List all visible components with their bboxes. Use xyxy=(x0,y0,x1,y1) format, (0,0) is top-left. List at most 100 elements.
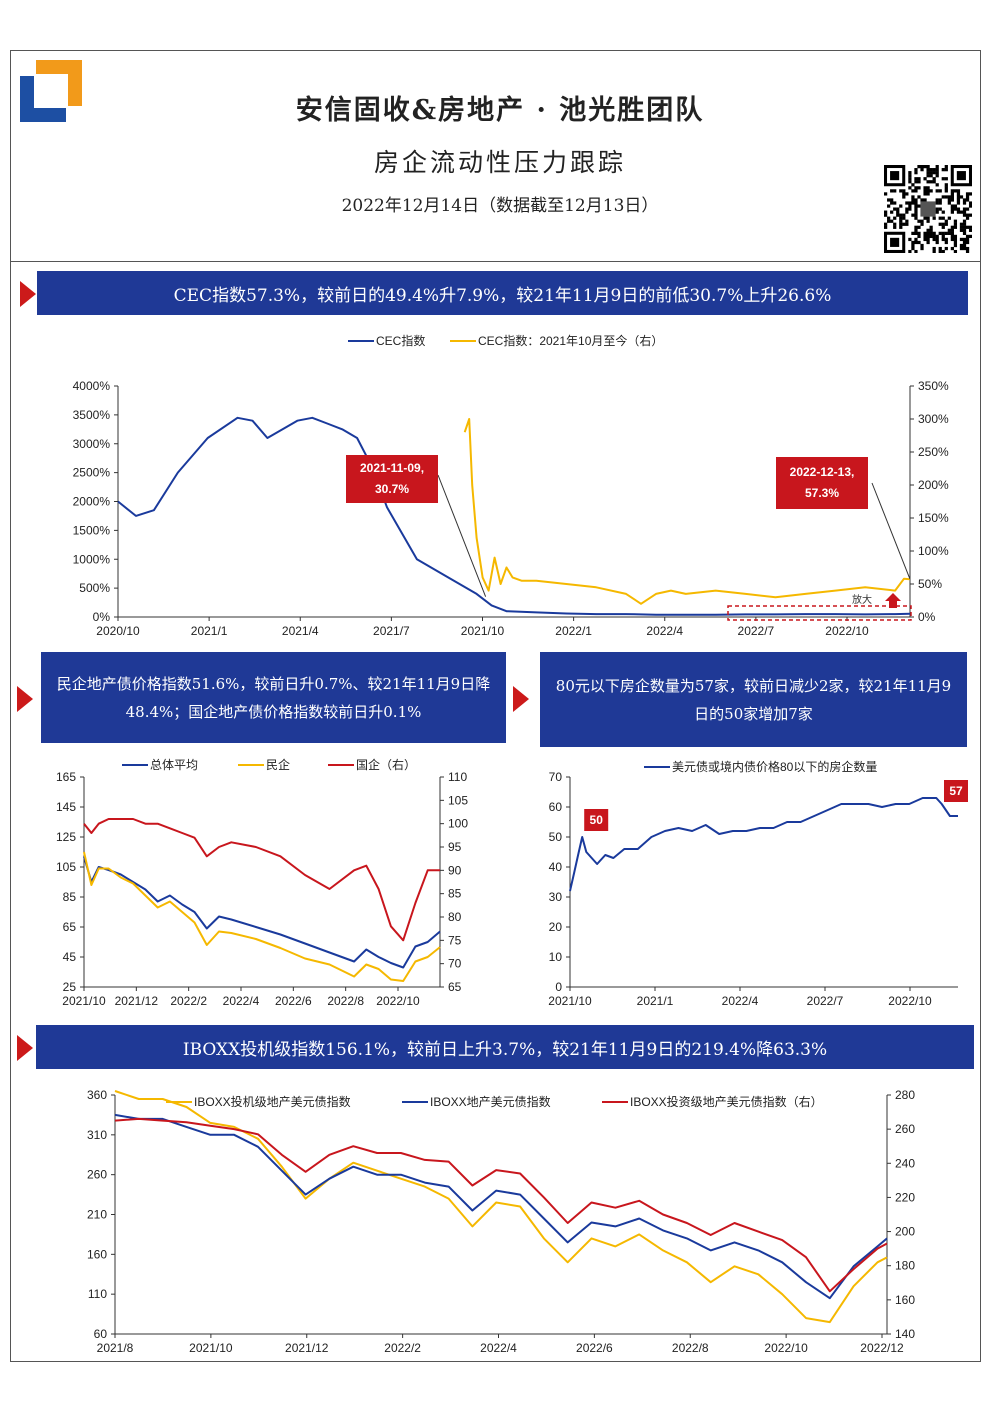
qr-module xyxy=(965,237,970,242)
value-callout-label: 50 xyxy=(590,813,604,827)
qr-module xyxy=(965,192,970,196)
qr-module xyxy=(899,219,903,223)
qr-module xyxy=(914,210,918,214)
left-tick-label: 110 xyxy=(88,1287,107,1301)
qr-module xyxy=(953,204,958,208)
qr-module xyxy=(914,201,918,205)
qr-module xyxy=(896,210,900,214)
qr-module xyxy=(944,195,948,199)
qr-module xyxy=(932,171,936,175)
left-tick-label: 1000% xyxy=(73,552,111,566)
qr-module xyxy=(884,213,888,217)
qr-module xyxy=(926,216,930,220)
qr-module xyxy=(950,231,954,235)
right-tick-label: 220 xyxy=(895,1190,915,1204)
left-tick-label: 105 xyxy=(56,860,76,874)
left-tick-label: 65 xyxy=(63,920,77,934)
zoom-arrow-icon xyxy=(885,593,901,608)
qr-module xyxy=(962,246,967,251)
qr-module xyxy=(947,198,951,202)
qr-module xyxy=(962,240,967,245)
series-line-3 xyxy=(114,1117,888,1293)
qr-module xyxy=(935,183,939,187)
qr-module xyxy=(932,234,936,239)
qr-module xyxy=(935,201,939,205)
qr-module xyxy=(935,237,939,242)
qr-module xyxy=(965,225,970,229)
qr-module xyxy=(953,225,958,229)
x-tick-label: 2022/8 xyxy=(672,1341,709,1355)
x-tick-label: 2021/10 xyxy=(62,994,106,1008)
qr-module xyxy=(899,216,903,220)
qr-module xyxy=(962,225,967,229)
qr-module xyxy=(965,198,970,202)
report-frame xyxy=(10,50,981,1362)
left-tick-label: 3000% xyxy=(73,437,111,451)
right-tick-label: 200% xyxy=(918,478,949,492)
qr-module xyxy=(914,228,918,232)
qr-module xyxy=(950,210,954,214)
qr-module xyxy=(953,249,958,253)
qr-module xyxy=(932,168,936,172)
left-tick-label: 360 xyxy=(87,1088,107,1102)
qr-module xyxy=(968,201,972,205)
x-tick-label: 2021/10 xyxy=(189,1341,233,1355)
qr-module xyxy=(887,204,891,208)
qr-module xyxy=(908,237,912,242)
x-tick-label: 2021/4 xyxy=(282,624,319,638)
qr-module xyxy=(926,171,930,175)
qr-module xyxy=(923,186,927,190)
qr-module xyxy=(920,168,924,172)
qr-module xyxy=(920,243,924,248)
qr-module xyxy=(908,177,912,181)
qr-module xyxy=(908,171,912,175)
qr-module xyxy=(950,195,954,199)
zoom-label: 放大 xyxy=(852,593,872,606)
company-count-chart: 0 10 20 30 40 50 60 70 2021/10 2021/1 2022/4 2022/7… xyxy=(548,759,968,1008)
qr-module xyxy=(938,222,942,226)
left-tick-label: 1500% xyxy=(73,523,111,537)
qr-module xyxy=(941,177,945,181)
qr-module xyxy=(944,186,948,190)
legend-label: 美元债或境内债价格80以下的房企数量 xyxy=(672,759,877,774)
right-tick-label: 90 xyxy=(448,863,462,877)
qr-module xyxy=(917,219,921,223)
qr-module xyxy=(911,189,915,193)
left-tick-label: 60 xyxy=(94,1327,108,1341)
x-tick-label: 2022/8 xyxy=(327,994,364,1008)
qr-module xyxy=(938,189,942,193)
company-count-summary-banner: 80元以下房企数量为57家，较前日减少2家，较21年11月9日的50家增加7家 xyxy=(540,652,967,747)
qr-module xyxy=(938,216,942,220)
qr-module xyxy=(962,198,967,202)
cec-index-chart: 0% 500% 1000% 1500% 2000% 2500% 3000% 3500% 4000… xyxy=(73,333,949,638)
left-tick-label: 10 xyxy=(549,950,563,964)
qr-module xyxy=(932,246,936,251)
right-tick-label: 0% xyxy=(918,610,936,624)
qr-module xyxy=(941,168,945,172)
qr-module xyxy=(914,180,918,184)
qr-module xyxy=(938,201,942,205)
left-tick-label: 0 xyxy=(555,980,562,994)
qr-module xyxy=(914,225,918,229)
qr-module xyxy=(902,195,906,199)
legend-label: CEC指数：2021年10月至今（右） xyxy=(478,333,663,348)
qr-module xyxy=(938,207,942,211)
qr-module xyxy=(914,249,918,253)
right-tick-label: 350% xyxy=(918,379,949,393)
callout-pointer-line xyxy=(871,482,911,580)
x-tick-label: 2022/4 xyxy=(646,624,683,638)
qr-module xyxy=(917,165,921,169)
qr-module xyxy=(887,219,891,223)
bond-price-index-chart: 25 45 65 85 105 125 145 165 65 70 75 80 85 90 95 100 105… xyxy=(56,757,468,1008)
series-line-1 xyxy=(114,1090,888,1324)
qr-module xyxy=(899,189,903,193)
left-tick-label: 20 xyxy=(549,920,563,934)
right-tick-label: 200 xyxy=(895,1225,915,1239)
qr-module xyxy=(920,222,924,226)
right-tick-label: 180 xyxy=(895,1259,915,1273)
right-tick-label: 70 xyxy=(448,957,462,971)
qr-module xyxy=(965,240,970,245)
qr-module xyxy=(890,210,894,214)
qr-module xyxy=(905,210,909,214)
x-tick-label: 2022/7 xyxy=(807,994,844,1008)
